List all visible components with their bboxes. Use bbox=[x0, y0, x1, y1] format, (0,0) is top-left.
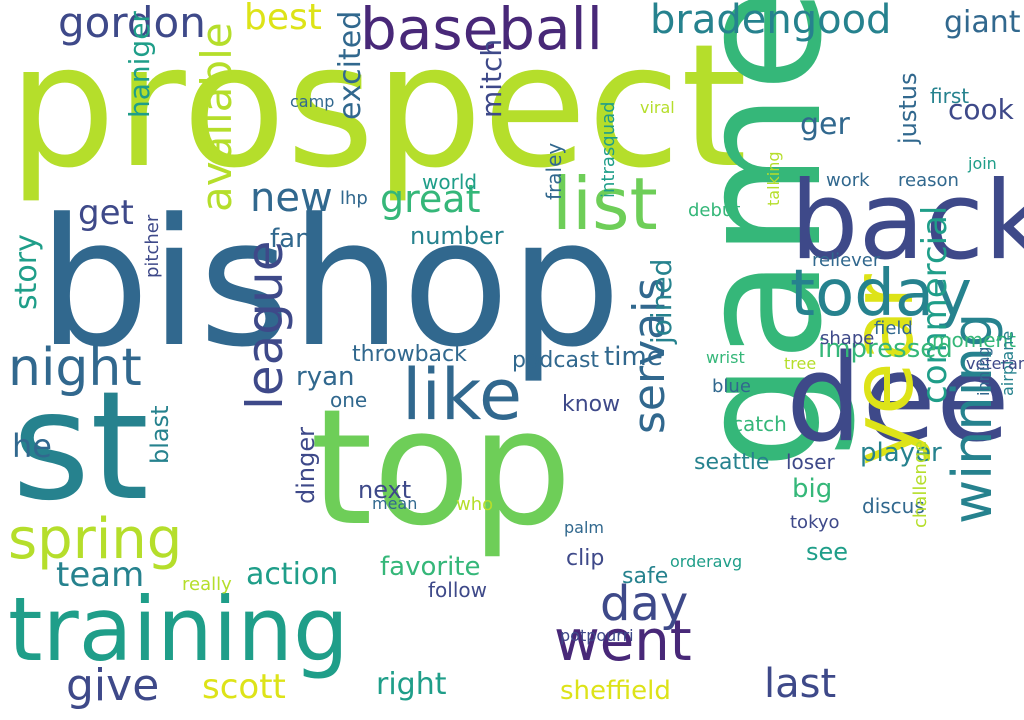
word: ryan bbox=[296, 362, 355, 392]
word: blast bbox=[146, 405, 174, 464]
word: safe bbox=[622, 564, 669, 589]
word: potpourri bbox=[560, 626, 634, 645]
word: challenge bbox=[910, 440, 931, 528]
word: mitch bbox=[475, 38, 508, 118]
word: shape bbox=[820, 328, 875, 349]
word: loser bbox=[786, 450, 835, 474]
word: discus bbox=[862, 494, 925, 518]
word: catch bbox=[732, 412, 787, 436]
word: veteran bbox=[966, 354, 1024, 373]
word: first bbox=[930, 84, 970, 108]
word: scott bbox=[202, 667, 286, 707]
word: really bbox=[182, 574, 232, 595]
word: right bbox=[376, 667, 447, 702]
word: justus bbox=[894, 72, 922, 144]
word: next bbox=[358, 476, 412, 504]
word: big bbox=[792, 474, 833, 504]
word: podcast bbox=[512, 348, 600, 373]
word: today bbox=[790, 257, 972, 331]
word: one bbox=[330, 388, 368, 412]
word: know bbox=[562, 392, 621, 417]
word: talking bbox=[764, 151, 783, 206]
word: night bbox=[8, 338, 142, 398]
word: work bbox=[826, 170, 870, 191]
word: reason bbox=[898, 170, 959, 191]
word: get bbox=[78, 193, 134, 233]
word: team bbox=[56, 555, 145, 595]
word: impressed bbox=[818, 334, 953, 364]
word: moment bbox=[932, 328, 1017, 352]
word: fraley bbox=[542, 142, 566, 200]
word: gordon bbox=[58, 0, 206, 47]
word: giant bbox=[944, 5, 1021, 40]
word: tree bbox=[784, 354, 817, 373]
word: available bbox=[192, 22, 241, 212]
word: who bbox=[456, 494, 494, 515]
word: bradengood bbox=[650, 0, 892, 43]
word: baseball bbox=[360, 0, 603, 63]
word: reliever bbox=[812, 250, 881, 271]
word: prospect bbox=[8, 8, 748, 206]
word: mean bbox=[372, 494, 418, 513]
word: action bbox=[246, 557, 339, 592]
word: back bbox=[790, 159, 1024, 284]
word: blue bbox=[712, 376, 751, 397]
word: throwback bbox=[352, 342, 467, 367]
word: cook bbox=[948, 93, 1014, 126]
word: intrasquad bbox=[598, 101, 619, 198]
word: tokyo bbox=[790, 512, 840, 533]
word: wrist bbox=[706, 348, 745, 367]
word: dinger bbox=[292, 427, 320, 504]
word: bishop bbox=[38, 181, 622, 386]
word: clip bbox=[566, 546, 605, 571]
word: favorite bbox=[380, 552, 481, 582]
word: pitcher bbox=[142, 214, 163, 278]
word: last bbox=[764, 661, 837, 707]
word: sheffield bbox=[560, 676, 671, 706]
word: dee bbox=[786, 330, 1010, 469]
word: top bbox=[310, 374, 573, 561]
word: best bbox=[244, 0, 322, 38]
word: he bbox=[12, 427, 52, 465]
word: debut bbox=[688, 200, 741, 221]
word: excited bbox=[333, 10, 368, 120]
word: camp bbox=[290, 92, 335, 111]
word: seattle bbox=[694, 450, 770, 475]
word: story bbox=[9, 234, 44, 310]
word: number bbox=[410, 222, 504, 250]
word: viral bbox=[640, 98, 675, 117]
word: lhp bbox=[340, 188, 368, 209]
word: spring bbox=[8, 507, 183, 572]
word: join bbox=[968, 154, 997, 173]
word: inning bbox=[974, 346, 993, 396]
word: league bbox=[236, 240, 294, 410]
word: ger bbox=[800, 107, 850, 142]
word: new bbox=[250, 175, 333, 221]
word: player bbox=[860, 438, 942, 468]
word: joined bbox=[645, 258, 678, 344]
word: see bbox=[806, 538, 849, 566]
word: like bbox=[402, 354, 523, 436]
word: day bbox=[600, 576, 689, 632]
word: follow bbox=[428, 578, 487, 602]
word: time bbox=[604, 342, 663, 372]
word: commercial bbox=[915, 205, 955, 404]
word: training bbox=[8, 578, 349, 681]
word: orderavg bbox=[670, 552, 743, 571]
word: field bbox=[874, 318, 913, 339]
word: list bbox=[552, 162, 658, 246]
word: st bbox=[12, 360, 149, 534]
word: great bbox=[380, 177, 481, 221]
word: world bbox=[422, 170, 478, 194]
word: palm bbox=[564, 518, 604, 537]
word: fan bbox=[270, 224, 312, 254]
word: give bbox=[66, 660, 160, 711]
word: went bbox=[554, 609, 692, 674]
word: haniger bbox=[123, 11, 156, 118]
